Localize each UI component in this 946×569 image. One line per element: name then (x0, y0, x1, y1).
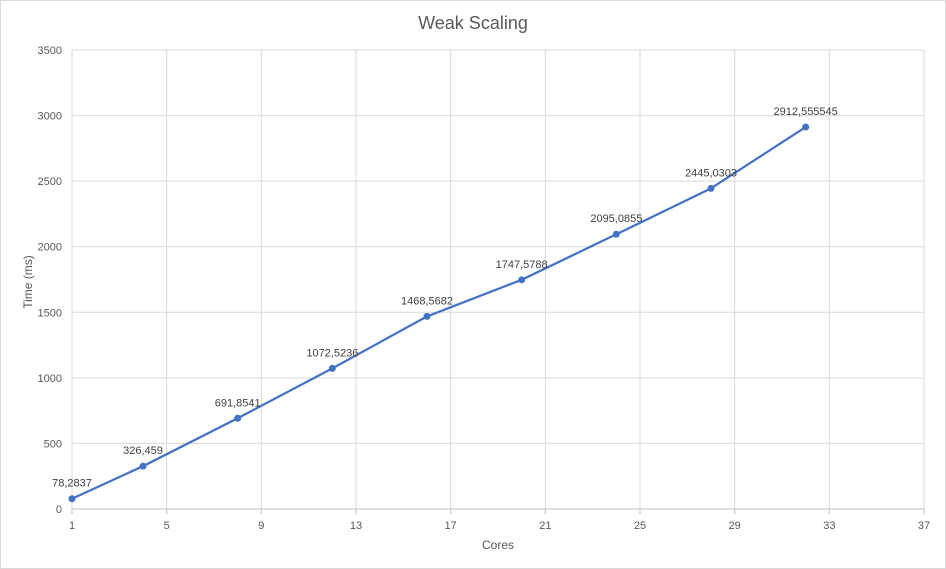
data-label: 1072,5236 (306, 347, 358, 359)
data-point (707, 184, 715, 192)
y-tick-label: 3000 (38, 111, 62, 123)
x-tick-label: 21 (539, 520, 551, 532)
data-label: 78,2837 (52, 478, 92, 490)
x-tick-label: 5 (164, 520, 170, 532)
data-point (234, 414, 242, 422)
data-point (802, 123, 810, 131)
x-tick-label: 25 (634, 520, 646, 532)
y-tick-label: 3500 (38, 45, 62, 57)
y-axis-label: Time (ms) (21, 255, 35, 309)
data-point (139, 462, 147, 470)
x-tick-label: 33 (823, 520, 835, 532)
x-tick-label: 29 (729, 520, 741, 532)
data-label: 1468,5682 (401, 295, 453, 307)
x-tick-label: 17 (445, 520, 457, 532)
gridlines (71, 49, 925, 514)
y-tick-label: 2500 (38, 176, 62, 188)
data-point (68, 495, 76, 503)
data-point (423, 312, 431, 320)
data-label: 2912,555545 (774, 106, 838, 118)
series (68, 123, 810, 503)
x-tick-label: 37 (918, 520, 930, 532)
data-point (518, 276, 526, 284)
data-label: 1747,5788 (496, 259, 548, 271)
x-tick-label: 1 (69, 520, 75, 532)
data-label: 691,8541 (215, 397, 261, 409)
chart-title: Weak Scaling (418, 13, 528, 33)
y-tick-label: 1000 (38, 373, 62, 385)
data-label: 326,459 (123, 445, 163, 457)
y-tick-label: 1500 (38, 307, 62, 319)
tick-labels: 0 500 1000 1500 2000 2500 3000 3500 1 5 9 13 17 21 25 2… (38, 45, 931, 532)
y-tick-label: 500 (44, 438, 62, 450)
data-point (612, 230, 620, 238)
data-label: 2095,0855 (590, 213, 642, 225)
x-axis-label: Cores (482, 538, 514, 552)
y-tick-label: 2000 (38, 242, 62, 254)
data-label: 2445,0303 (685, 167, 737, 179)
data-point (328, 364, 336, 372)
data-labels: 78,2837 326,459 691,8541 1072,5236 1468,5682… (52, 106, 838, 490)
x-tick-label: 13 (350, 520, 362, 532)
y-tick-label: 0 (56, 504, 62, 516)
x-tick-label: 9 (258, 520, 264, 532)
